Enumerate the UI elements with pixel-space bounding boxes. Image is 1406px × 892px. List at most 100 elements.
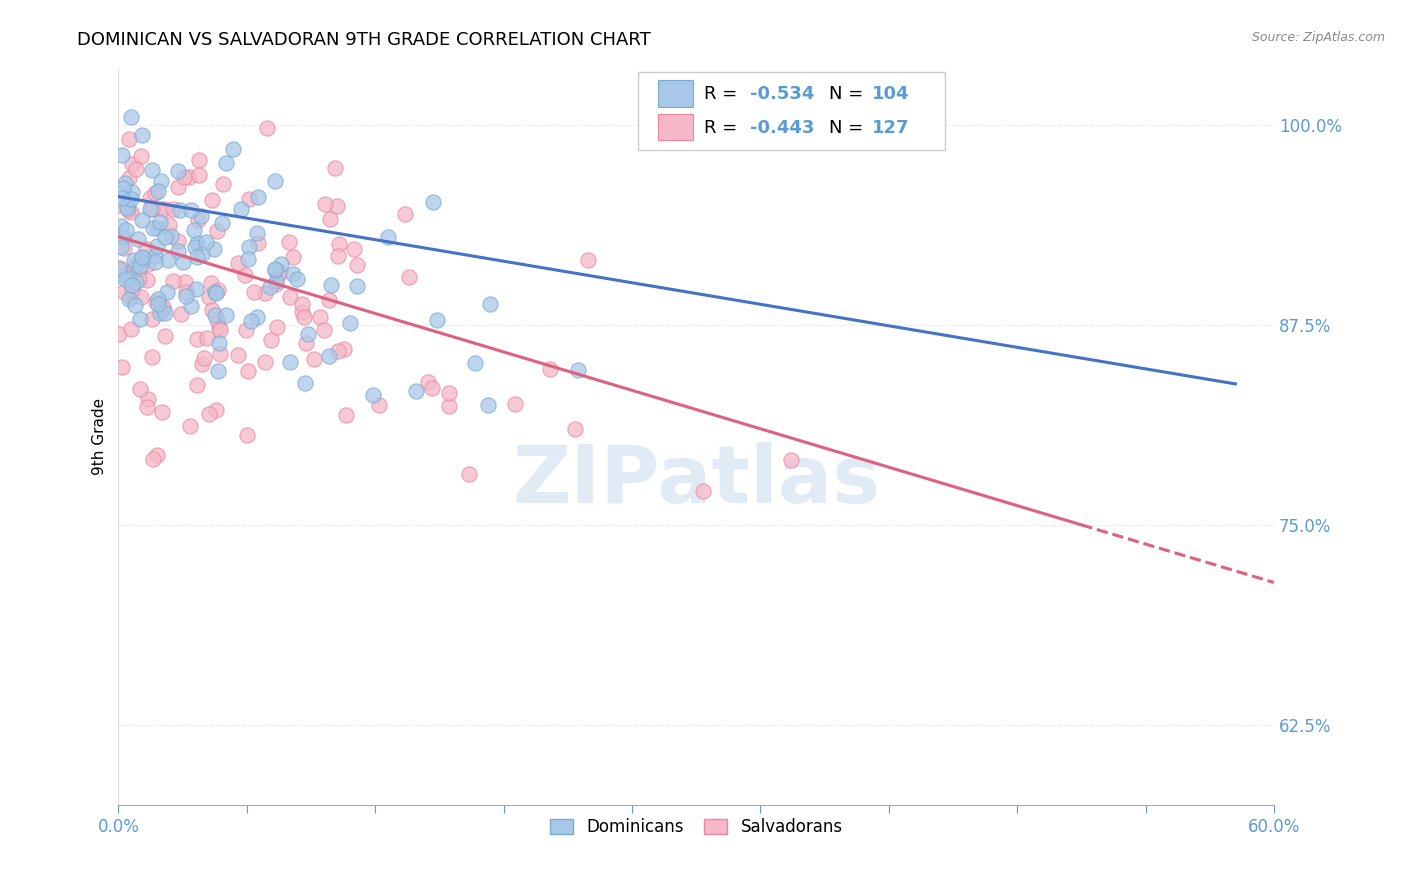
Point — [416, 376, 439, 390]
Point — [146, 184, 169, 198]
Point — [328, 237, 350, 252]
Point — [112, 285, 135, 300]
Point — [398, 270, 420, 285]
Point — [564, 422, 586, 436]
Point — [114, 271, 136, 285]
Point — [129, 149, 152, 163]
Point — [155, 328, 177, 343]
Point — [243, 285, 266, 300]
Point — [117, 202, 139, 217]
Point — [314, 323, 336, 337]
Point — [146, 239, 169, 253]
Text: 104: 104 — [872, 85, 910, 103]
Point — [346, 278, 368, 293]
Point — [120, 290, 142, 304]
Point — [170, 307, 193, 321]
Point — [204, 286, 226, 301]
Point — [125, 161, 148, 176]
Point — [186, 282, 208, 296]
Point — [153, 229, 176, 244]
Point — [226, 348, 249, 362]
Bar — [658, 114, 693, 140]
Point — [186, 236, 208, 251]
Point — [294, 376, 316, 391]
Text: 127: 127 — [872, 119, 910, 136]
Point — [131, 128, 153, 142]
Point — [205, 313, 228, 327]
Point — [141, 350, 163, 364]
Point — [214, 308, 236, 322]
Point — [346, 258, 368, 272]
Point — [121, 262, 143, 277]
Point — [222, 142, 245, 156]
Point — [233, 268, 256, 282]
Point — [278, 355, 301, 369]
Point — [157, 218, 180, 232]
Point — [111, 191, 134, 205]
Point — [318, 293, 340, 307]
Point — [195, 331, 218, 345]
Point — [172, 254, 194, 268]
Point — [193, 351, 215, 366]
Point — [111, 148, 134, 162]
Point — [167, 244, 190, 258]
Point — [236, 427, 259, 442]
Point — [314, 197, 336, 211]
Point — [110, 260, 132, 275]
Point — [278, 235, 301, 250]
Point — [128, 262, 150, 277]
Point — [141, 163, 163, 178]
Point — [253, 355, 276, 369]
Point — [263, 261, 285, 276]
Point — [128, 272, 150, 286]
Point — [211, 177, 233, 191]
Point — [108, 198, 131, 212]
Point — [152, 302, 174, 317]
Point — [283, 267, 305, 281]
Point — [110, 239, 132, 253]
Point — [173, 275, 195, 289]
Point — [135, 243, 157, 257]
Point — [143, 249, 166, 263]
Point — [208, 323, 231, 337]
Point — [567, 363, 589, 377]
Point — [121, 157, 143, 171]
Point — [264, 277, 287, 292]
Point — [145, 295, 167, 310]
Point — [149, 306, 172, 320]
Point — [264, 263, 287, 277]
Point — [538, 361, 561, 376]
Point — [269, 265, 291, 279]
Point — [405, 384, 427, 398]
Point — [115, 198, 138, 212]
Point — [335, 409, 357, 423]
Point — [166, 234, 188, 248]
Text: Source: ZipAtlas.com: Source: ZipAtlas.com — [1251, 31, 1385, 45]
Point — [108, 327, 131, 342]
Point — [318, 349, 340, 363]
Point — [266, 320, 288, 334]
Point — [125, 275, 148, 289]
Point — [150, 405, 173, 419]
Point — [297, 326, 319, 341]
Point — [295, 335, 318, 350]
Point — [174, 288, 197, 302]
Point — [204, 308, 226, 322]
Point — [202, 242, 225, 256]
Point — [226, 256, 249, 270]
Point — [131, 290, 153, 304]
Point — [131, 212, 153, 227]
Point — [125, 258, 148, 272]
Point — [146, 292, 169, 306]
Point — [246, 190, 269, 204]
Point — [343, 242, 366, 256]
Point — [780, 453, 803, 467]
Point — [173, 170, 195, 185]
Point — [150, 174, 173, 188]
Point — [174, 285, 197, 299]
Point — [309, 310, 332, 324]
Point — [114, 268, 136, 283]
Point — [215, 155, 238, 169]
Point — [159, 229, 181, 244]
Point — [124, 298, 146, 312]
